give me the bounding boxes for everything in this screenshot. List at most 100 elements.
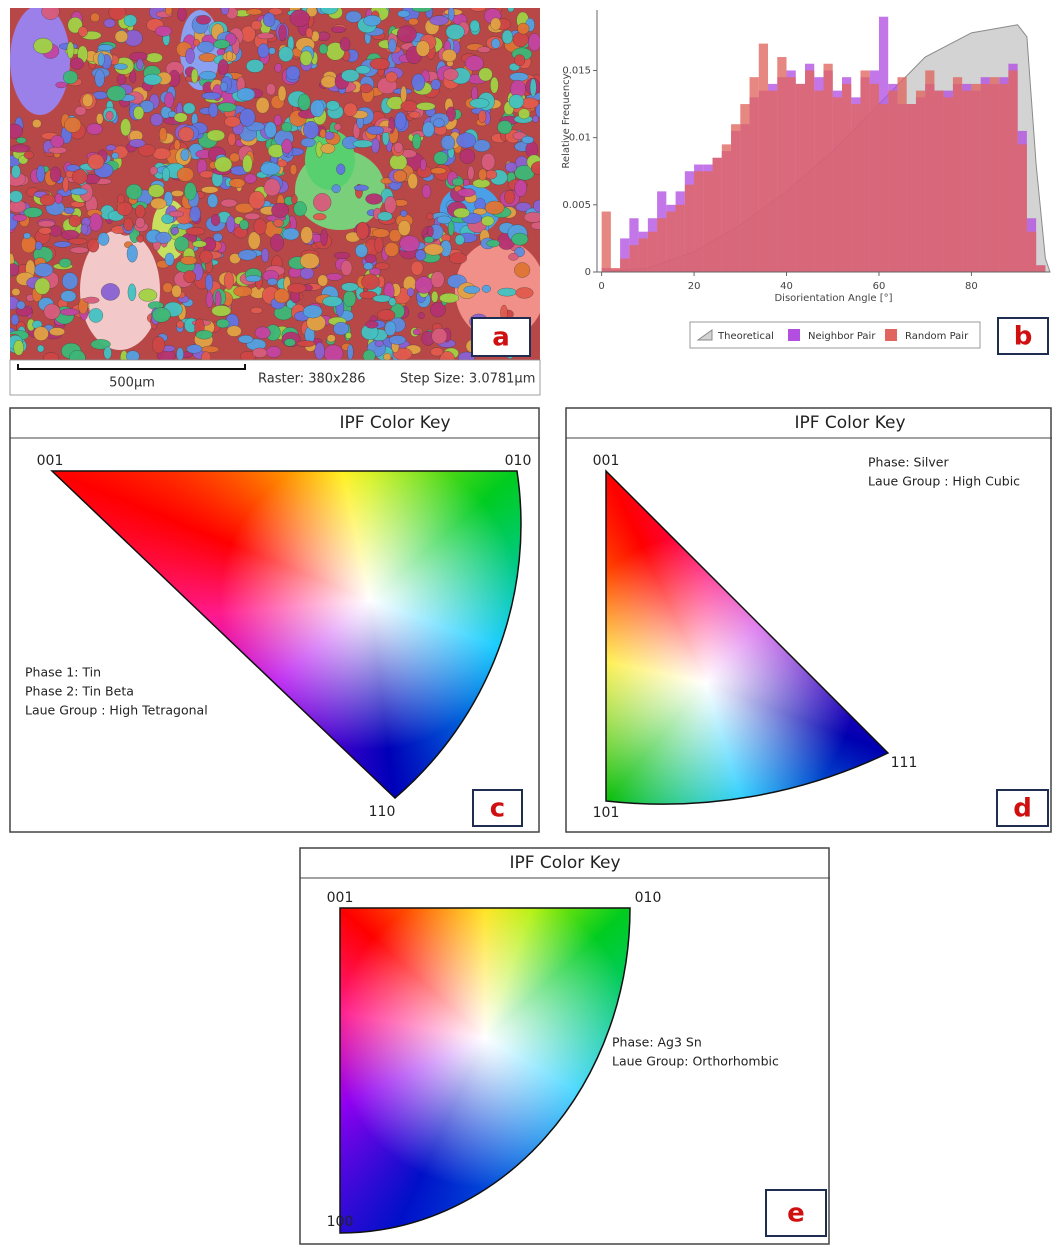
grain [50,167,61,183]
grain [174,113,187,123]
grain [303,305,322,318]
bar [787,77,796,272]
grain [181,149,189,161]
grain [72,169,87,184]
grain [400,210,407,217]
grain [227,326,242,337]
grain [334,124,341,131]
grain [278,86,286,102]
grain [333,322,349,335]
grain [69,215,81,227]
grain [284,339,295,347]
grain [478,111,486,123]
grain [107,86,126,101]
bar [648,232,657,272]
grain [201,346,219,353]
grain [24,207,43,217]
grain [390,154,408,170]
grain [90,13,99,22]
grain [177,321,184,328]
grain [146,53,163,63]
grain [38,221,55,228]
grain [162,167,170,181]
grain [89,214,102,232]
grain [434,151,448,164]
grain [470,20,480,32]
grain [394,142,403,152]
bar [814,91,823,272]
grain [275,63,282,72]
bar [620,259,629,272]
grain [243,155,253,173]
grain [152,336,165,353]
grain [508,5,514,12]
grain [133,106,144,119]
grain [112,152,119,159]
grain [422,185,431,199]
grain [254,219,267,235]
grain [310,100,324,117]
bar [666,212,675,272]
grain [63,177,69,192]
grain [209,103,218,117]
grain [220,82,227,91]
grain [490,18,501,30]
x-tick-label: 80 [965,281,978,292]
grain [70,247,89,253]
grain [215,157,233,172]
grain [509,94,524,108]
grain [150,166,158,175]
grain [415,250,425,261]
bar [796,84,805,272]
grain [465,56,484,71]
raster-label: Raster: 380x286 [258,372,366,387]
grain [273,219,283,227]
grain [371,138,379,153]
grain [258,44,270,58]
grain [478,47,491,53]
grain [407,288,414,297]
bar [851,104,860,272]
bar [1018,144,1027,272]
y-tick-label: 0 [585,267,591,278]
grain [6,124,23,139]
bar [713,158,722,272]
grain [485,201,504,214]
grain [200,171,214,178]
grain [446,24,465,39]
grain [367,126,384,135]
grain [193,39,200,46]
corner-label: 001 [593,453,620,469]
grain [300,51,312,66]
grain [516,287,534,298]
grain [207,130,225,141]
grain [234,286,253,297]
grain [437,216,451,224]
grain [176,348,183,361]
x-tick-label: 60 [873,281,886,292]
grain [178,7,187,21]
grain [16,137,26,143]
bar [759,44,768,272]
grain [35,242,42,250]
grain [430,16,449,26]
grain [51,135,64,147]
grain [178,127,193,142]
grain [199,71,216,80]
grain [78,27,87,37]
grain [518,109,530,119]
grain [372,229,389,238]
grain [487,240,500,247]
bar [611,268,620,272]
grain [366,194,383,205]
grain [269,47,276,54]
grain [502,30,513,44]
grain [124,218,134,231]
grain [266,346,281,357]
bar [897,77,906,272]
grain [336,164,345,175]
grain [39,227,52,234]
bar [1008,70,1017,272]
grain [186,48,195,64]
grain [301,226,313,243]
